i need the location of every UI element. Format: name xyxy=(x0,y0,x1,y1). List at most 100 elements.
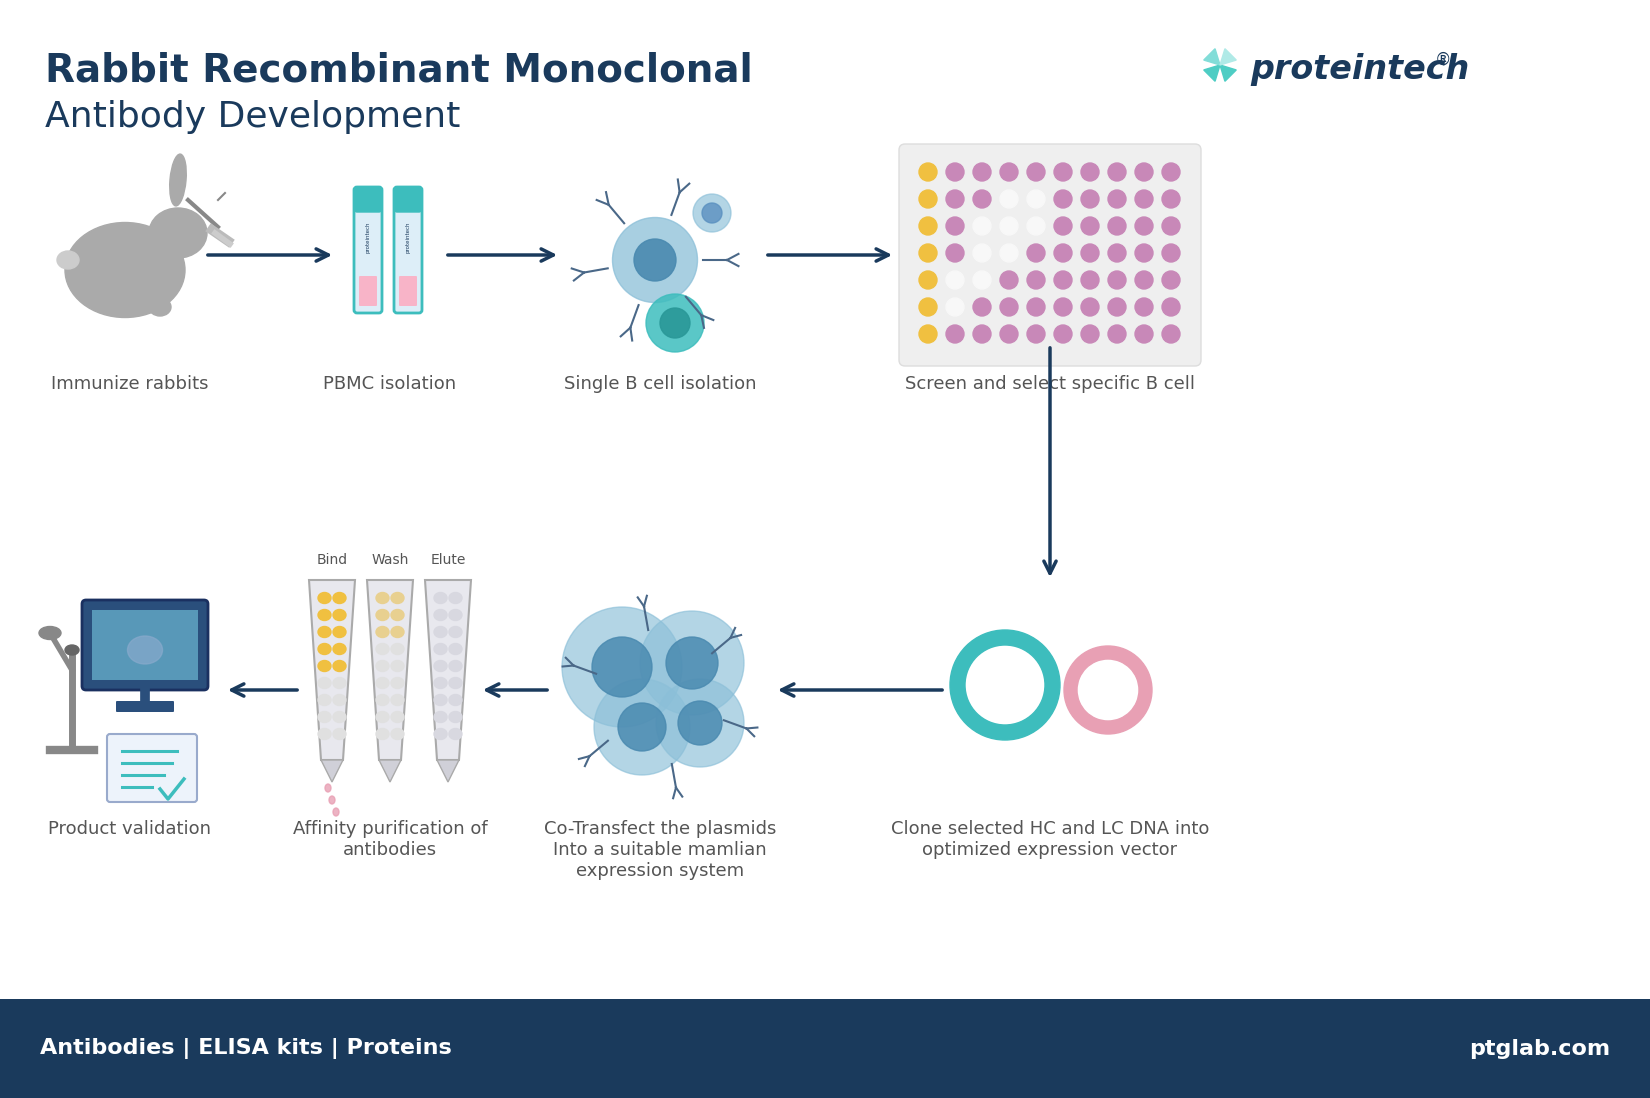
FancyBboxPatch shape xyxy=(360,276,376,306)
Ellipse shape xyxy=(640,610,744,715)
Ellipse shape xyxy=(58,251,79,269)
Ellipse shape xyxy=(333,593,346,604)
Ellipse shape xyxy=(376,643,389,654)
Ellipse shape xyxy=(1162,190,1180,208)
Ellipse shape xyxy=(612,217,698,303)
Ellipse shape xyxy=(333,643,346,654)
Ellipse shape xyxy=(333,609,346,620)
FancyBboxPatch shape xyxy=(116,701,173,712)
Text: proteintech: proteintech xyxy=(406,222,411,253)
Ellipse shape xyxy=(391,728,404,739)
FancyBboxPatch shape xyxy=(399,276,417,306)
Ellipse shape xyxy=(391,677,404,688)
Ellipse shape xyxy=(1000,163,1018,181)
Text: Antibody Development: Antibody Development xyxy=(45,100,460,134)
Ellipse shape xyxy=(391,712,404,722)
Ellipse shape xyxy=(333,677,346,688)
Ellipse shape xyxy=(449,695,462,706)
Ellipse shape xyxy=(945,190,964,208)
Ellipse shape xyxy=(376,661,389,672)
Ellipse shape xyxy=(1135,325,1153,343)
Ellipse shape xyxy=(678,701,723,746)
Polygon shape xyxy=(1204,48,1219,65)
Ellipse shape xyxy=(318,609,332,620)
Ellipse shape xyxy=(1026,244,1044,262)
Ellipse shape xyxy=(318,627,332,638)
Ellipse shape xyxy=(1026,298,1044,316)
Polygon shape xyxy=(1219,65,1236,81)
Ellipse shape xyxy=(376,728,389,739)
Ellipse shape xyxy=(974,163,992,181)
Ellipse shape xyxy=(1000,271,1018,289)
Ellipse shape xyxy=(1054,217,1072,235)
Ellipse shape xyxy=(391,695,404,706)
Ellipse shape xyxy=(919,244,937,262)
Bar xyxy=(0,999,1650,1098)
Ellipse shape xyxy=(318,695,332,706)
Ellipse shape xyxy=(1081,298,1099,316)
Text: Wash: Wash xyxy=(371,553,409,567)
Ellipse shape xyxy=(434,695,447,706)
Polygon shape xyxy=(322,760,343,782)
Polygon shape xyxy=(426,580,470,760)
Ellipse shape xyxy=(945,217,964,235)
Ellipse shape xyxy=(1135,217,1153,235)
FancyBboxPatch shape xyxy=(394,187,422,313)
Ellipse shape xyxy=(434,677,447,688)
Ellipse shape xyxy=(919,217,937,235)
Ellipse shape xyxy=(945,163,964,181)
Ellipse shape xyxy=(1109,325,1125,343)
FancyBboxPatch shape xyxy=(355,187,383,313)
Ellipse shape xyxy=(1000,217,1018,235)
Ellipse shape xyxy=(449,609,462,620)
Ellipse shape xyxy=(1026,217,1044,235)
Ellipse shape xyxy=(647,294,705,352)
Ellipse shape xyxy=(1109,190,1125,208)
Ellipse shape xyxy=(318,712,332,722)
Ellipse shape xyxy=(391,627,404,638)
Text: Antibodies | ELISA kits | Proteins: Antibodies | ELISA kits | Proteins xyxy=(40,1038,452,1060)
Ellipse shape xyxy=(40,627,61,639)
Ellipse shape xyxy=(1135,298,1153,316)
Ellipse shape xyxy=(318,661,332,672)
Ellipse shape xyxy=(919,163,937,181)
Text: Rabbit Recombinant Monoclonal: Rabbit Recombinant Monoclonal xyxy=(45,52,752,90)
Ellipse shape xyxy=(657,679,744,768)
Ellipse shape xyxy=(974,298,992,316)
Ellipse shape xyxy=(1081,244,1099,262)
Ellipse shape xyxy=(434,712,447,722)
Ellipse shape xyxy=(1162,244,1180,262)
Ellipse shape xyxy=(1162,325,1180,343)
Ellipse shape xyxy=(434,593,447,604)
Ellipse shape xyxy=(1162,298,1180,316)
Ellipse shape xyxy=(945,298,964,316)
Ellipse shape xyxy=(1135,190,1153,208)
Ellipse shape xyxy=(1081,163,1099,181)
Ellipse shape xyxy=(449,593,462,604)
Polygon shape xyxy=(366,580,412,760)
Ellipse shape xyxy=(434,661,447,672)
Ellipse shape xyxy=(391,661,404,672)
FancyBboxPatch shape xyxy=(355,188,381,212)
Ellipse shape xyxy=(333,728,346,739)
Polygon shape xyxy=(437,760,459,782)
Ellipse shape xyxy=(1162,163,1180,181)
Ellipse shape xyxy=(325,784,332,792)
Ellipse shape xyxy=(1054,244,1072,262)
Ellipse shape xyxy=(318,677,332,688)
Polygon shape xyxy=(1204,65,1219,81)
Ellipse shape xyxy=(64,645,79,656)
FancyBboxPatch shape xyxy=(92,610,198,680)
Ellipse shape xyxy=(449,677,462,688)
Ellipse shape xyxy=(1054,163,1072,181)
Ellipse shape xyxy=(693,194,731,232)
Ellipse shape xyxy=(333,627,346,638)
Ellipse shape xyxy=(376,593,389,604)
Ellipse shape xyxy=(1109,217,1125,235)
Ellipse shape xyxy=(333,661,346,672)
Ellipse shape xyxy=(449,728,462,739)
Ellipse shape xyxy=(1026,271,1044,289)
Ellipse shape xyxy=(619,703,667,751)
Ellipse shape xyxy=(1109,163,1125,181)
Ellipse shape xyxy=(1081,325,1099,343)
